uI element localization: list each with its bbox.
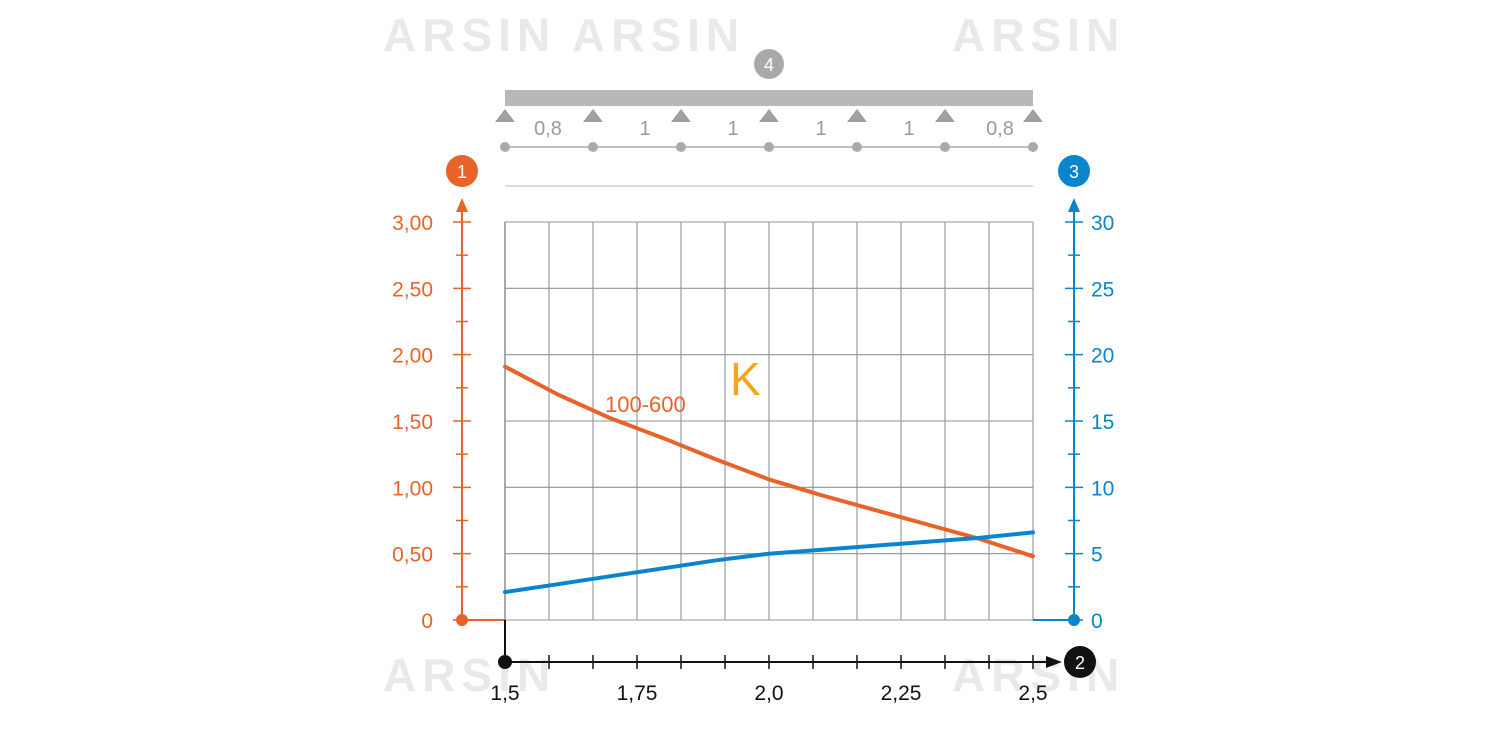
left-axis-arrow — [456, 198, 468, 212]
span-label: 0,8 — [534, 118, 562, 140]
beam-diagram: 0,8 1 1 1 1 0,8 4 — [495, 49, 1043, 187]
support-icon — [759, 109, 779, 122]
span-node — [500, 142, 510, 152]
span-label: 1 — [815, 118, 826, 140]
right-axis-tick-label: 10 — [1091, 477, 1114, 500]
span-label: 1 — [903, 118, 914, 140]
span-label: 1 — [639, 118, 650, 140]
support-icon — [847, 109, 867, 122]
x-axis-badge — [1064, 646, 1096, 678]
right-axis-tick-label: 30 — [1091, 212, 1114, 235]
left-axis-tick-label: 0,50 — [392, 544, 433, 567]
left-axis-tick-label: 0 — [421, 610, 433, 633]
labels: 100-600 K — [605, 353, 761, 417]
right-axis-badge — [1058, 155, 1090, 187]
series — [503, 364, 1035, 595]
left-axis-tick-label: 2,50 — [392, 278, 433, 301]
series-line-orange — [503, 364, 1035, 559]
support-badge-label: 4 — [764, 55, 774, 75]
span-node — [588, 142, 598, 152]
right-axis-arrow — [1068, 198, 1080, 212]
support-icon — [583, 109, 603, 122]
x-axis-tick-label: 1,75 — [617, 682, 658, 705]
span-label: 1 — [727, 118, 738, 140]
support-icon — [1023, 109, 1043, 122]
right-axis-tick-label: 25 — [1091, 278, 1114, 301]
right-axis-tick-label: 0 — [1091, 610, 1103, 633]
left-axis-badge — [446, 155, 478, 187]
left-axis-tick-label: 3,00 — [392, 212, 433, 235]
beam-bar — [505, 90, 1033, 106]
right-axis-badge-label: 3 — [1069, 162, 1079, 182]
k-label: K — [730, 353, 761, 405]
watermark-text: ARSIN — [383, 649, 557, 701]
support-badge — [754, 49, 784, 79]
x-axis-tick-label: 2,0 — [754, 682, 783, 705]
x-axis-tick-label: 2,5 — [1018, 682, 1047, 705]
support-icon — [495, 109, 515, 122]
support-icon — [671, 109, 691, 122]
watermark-text: ARSIN — [952, 9, 1126, 61]
x-axis-origin — [498, 655, 512, 669]
span-label: 0,8 — [986, 118, 1014, 140]
watermark-text: ARSIN — [572, 9, 746, 61]
left-axis-tick-label: 1,00 — [392, 477, 433, 500]
span-node — [1028, 142, 1038, 152]
support-icon — [935, 109, 955, 122]
span-node — [676, 142, 686, 152]
right-axis-tick-label: 15 — [1091, 411, 1114, 434]
span-node — [940, 142, 950, 152]
right-axis-tick-label: 5 — [1091, 544, 1103, 567]
grid — [504, 221, 1034, 621]
x-axis-tick-label: 2,25 — [881, 682, 922, 705]
span-node — [852, 142, 862, 152]
left-axis-badge-label: 1 — [457, 162, 467, 182]
x-axis-badge-label: 2 — [1075, 653, 1085, 673]
x-axis-arrow — [1046, 656, 1062, 668]
series-label-100-600: 100-600 — [605, 392, 686, 417]
series-line-blue — [503, 530, 1035, 595]
span-node — [764, 142, 774, 152]
axes: 00,501,001,502,002,503,00105101520253031… — [392, 155, 1114, 705]
left-axis-tick-label: 1,50 — [392, 411, 433, 434]
right-axis-tick-label: 20 — [1091, 345, 1114, 368]
x-axis-tick-label: 1,5 — [490, 682, 519, 705]
left-axis-tick-label: 2,00 — [392, 345, 433, 368]
watermark-text: ARSIN — [383, 9, 557, 61]
